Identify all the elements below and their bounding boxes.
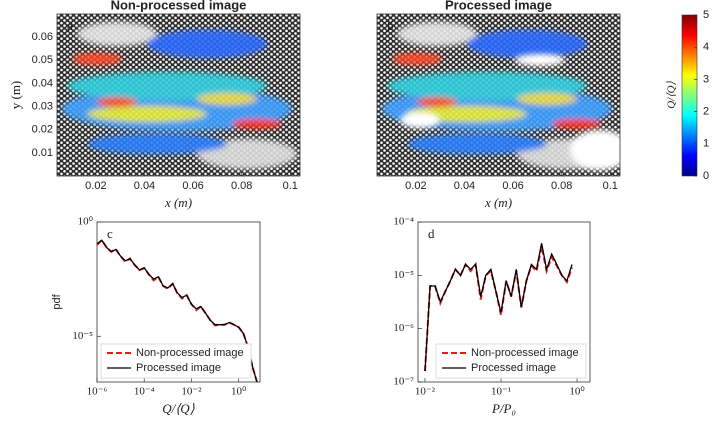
legend-label: Processed image — [471, 362, 556, 374]
series-line — [96, 239, 258, 383]
x-tick-label: 10⁻² — [415, 386, 436, 398]
legend-box — [435, 343, 587, 379]
colorbar-tick-label: 4 — [703, 41, 709, 53]
x-tick-label: 0.08 — [551, 180, 572, 192]
x-tick-label: 0.08 — [231, 180, 252, 192]
x-tick-label: 0.1 — [603, 180, 618, 192]
x-tick-label: 10⁻¹ — [491, 386, 511, 398]
y-tick-label: 10⁻⁵ — [393, 269, 414, 281]
colorbar-tick-label: 2 — [703, 106, 709, 118]
panel-letter: c — [107, 226, 113, 241]
y-tick-label: 10⁰ — [78, 216, 94, 228]
x-tick-label: 0.04 — [134, 180, 155, 192]
y-tick-label: 0.06 — [32, 31, 53, 43]
y-axis-label: pdf — [51, 293, 63, 309]
y-tick-label: 0.02 — [32, 124, 53, 136]
panel-title: Processed image — [445, 0, 552, 12]
x-tick-label: 0.04 — [454, 180, 475, 192]
colorbar-tick-label: 5 — [703, 9, 709, 21]
legend-box — [100, 343, 252, 379]
colorbar-label: Q/⟨Q⟩ — [666, 81, 678, 109]
panel-letter: b — [387, 18, 394, 33]
x-axis-label: Q/⟨Q⟩ — [162, 401, 195, 416]
y-tick-label: 0.04 — [32, 77, 53, 89]
x-axis-label: x (m) — [484, 195, 512, 210]
colorbar — [681, 14, 698, 177]
y-tick-label: 10⁻⁶ — [393, 322, 414, 334]
series-line — [424, 243, 573, 372]
colorbar-tick-label: 1 — [703, 138, 709, 150]
colorbar-tick-label: 3 — [703, 73, 709, 85]
panel-letter: a — [67, 18, 73, 33]
panel-letter: d — [428, 226, 435, 241]
x-tick-label: 10⁻⁶ — [87, 386, 108, 398]
x-tick-label: 0.1 — [283, 180, 298, 192]
axes-frame — [376, 13, 621, 177]
axes-frame — [56, 13, 301, 177]
x-tick-label: 0.02 — [85, 180, 106, 192]
y-tick-label: 0.03 — [32, 100, 53, 112]
legend-label: Processed image — [136, 362, 221, 374]
x-tick-label: 10⁻⁴ — [134, 386, 155, 398]
x-tick-label: 10⁻² — [181, 386, 202, 398]
legend-label: Non-processed image — [136, 347, 244, 359]
axes-frame — [417, 221, 591, 383]
legend-label: Non-processed image — [471, 347, 579, 359]
y-tick-label: 0.01 — [32, 147, 53, 159]
x-axis-label: x (m) — [164, 195, 192, 210]
y-axis-label: y (m) — [8, 81, 23, 110]
axes-frame — [96, 221, 261, 383]
x-tick-label: 10⁰ — [569, 386, 585, 398]
x-tick-label: 0.02 — [405, 180, 426, 192]
y-tick-label: 10⁻⁷ — [393, 376, 414, 388]
colorbar-tick-label: 0 — [703, 170, 709, 182]
x-axis-label: P/P₀ — [491, 401, 516, 416]
x-tick-label: 0.06 — [182, 180, 203, 192]
y-tick-label: 10⁻⁴ — [393, 216, 414, 228]
y-tick-label: 10⁻⁵ — [72, 330, 93, 342]
y-tick-label: 0.05 — [32, 54, 53, 66]
panel-title: Non-processed image — [111, 0, 247, 12]
x-tick-label: 10⁰ — [231, 386, 247, 398]
x-tick-label: 0.06 — [502, 180, 523, 192]
